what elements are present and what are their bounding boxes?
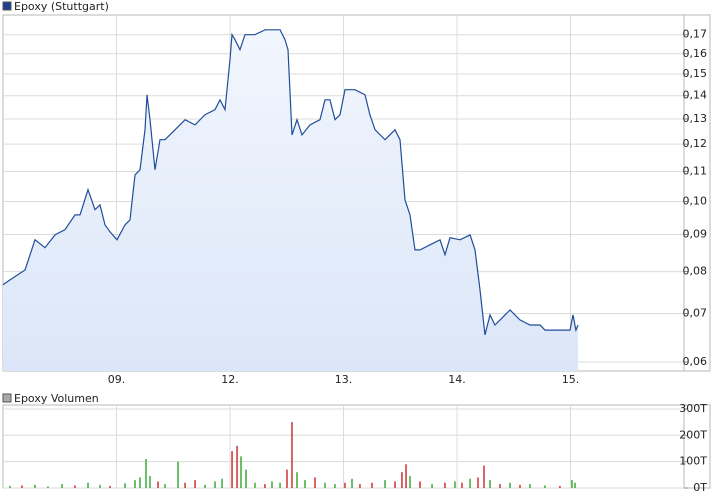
x-tick-label: 09.	[108, 373, 126, 386]
y-tick-label: 300T	[679, 402, 707, 415]
volume-bar	[509, 482, 511, 488]
volume-bar	[344, 482, 346, 488]
y-tick-label: 0,12	[683, 137, 708, 150]
volume-bar	[431, 484, 433, 488]
volume-bar	[571, 480, 573, 488]
volume-bar	[401, 472, 403, 488]
legend-swatch	[2, 393, 12, 403]
volume-bar	[574, 482, 576, 488]
volume-bar	[109, 485, 111, 488]
volume-bar	[245, 469, 247, 488]
volume-bar	[419, 481, 421, 488]
y-tick-label: 0,10	[683, 194, 708, 207]
volume-bar	[559, 485, 561, 488]
volume-bar	[384, 480, 386, 488]
volume-bar	[359, 484, 361, 488]
y-tick-label: 0,07	[683, 307, 708, 320]
chart-title: Epoxy (Stuttgart)	[14, 0, 109, 13]
volume-bar	[61, 484, 63, 488]
volume-bar	[271, 481, 273, 488]
volume-bar	[231, 451, 233, 488]
volume-bar	[145, 459, 147, 488]
volume-bar	[483, 465, 485, 488]
volume-bar	[9, 485, 11, 488]
volume-bar	[184, 482, 186, 488]
price-line	[2, 29, 579, 336]
volume-bar	[139, 477, 141, 488]
volume-bar	[324, 482, 326, 488]
volume-bar	[134, 480, 136, 488]
volume-bar	[499, 484, 501, 488]
y-tick-label: 0,09	[683, 228, 708, 241]
x-tick-label: 12.	[221, 373, 239, 386]
volume-bar	[334, 484, 336, 488]
volume-bar	[454, 481, 456, 488]
volume-bar	[351, 478, 353, 488]
legend-swatch	[2, 1, 12, 11]
volume-bar	[469, 478, 471, 488]
volume-bar	[444, 482, 446, 488]
price-area	[3, 29, 578, 372]
volume-bar	[405, 464, 407, 488]
volume-bar	[34, 484, 36, 488]
y-tick-label: 0,16	[683, 47, 708, 60]
volume-bar	[371, 482, 373, 488]
volume-bar	[489, 480, 491, 488]
volume-bar	[99, 484, 101, 488]
volume-bar	[47, 486, 49, 488]
x-tick-label: 14.	[448, 373, 466, 386]
volume-bar	[74, 485, 76, 488]
volume-bar	[21, 485, 23, 488]
volume-bar	[214, 481, 216, 488]
volume-bar	[544, 485, 546, 488]
volume-bar	[164, 484, 166, 488]
volume-bar	[279, 482, 281, 488]
volume-bar	[264, 484, 266, 488]
y-tick-label: 100T	[679, 455, 707, 468]
volume-bar	[477, 477, 479, 488]
y-tick-label: 0,06	[683, 355, 708, 368]
volume-bar	[409, 476, 411, 488]
y-tick-label: 0,14	[683, 89, 708, 102]
y-tick-label: 200T	[679, 428, 707, 441]
volume-bar	[177, 461, 179, 488]
y-tick-label: 0,15	[683, 67, 708, 80]
volume-bar	[240, 456, 242, 488]
chart-title: Epoxy Volumen	[14, 392, 99, 405]
volume-bar	[529, 484, 531, 488]
volume-bar	[124, 483, 126, 488]
volume-bar	[149, 476, 151, 488]
plot-frame	[2, 404, 711, 489]
volume-bar	[519, 484, 521, 488]
y-tick-label: 0,13	[683, 112, 708, 125]
y-tick-label: 0,17	[683, 28, 708, 41]
x-tick-label: 15.	[562, 373, 580, 386]
volume-bar	[254, 482, 256, 488]
volume-bar	[291, 422, 293, 488]
volume-bar	[394, 481, 396, 488]
x-tick-label: 13.	[335, 373, 353, 386]
volume-bar	[204, 484, 206, 488]
volume-bar	[236, 445, 238, 488]
y-tick-label: 0T	[693, 481, 707, 494]
volume-bar	[461, 482, 463, 488]
volume-bar	[314, 477, 316, 488]
volume-bar	[286, 469, 288, 488]
plots: 0,06 0,07 0,08 0,09 0,10 0,11 0,12 0,13 0,14 0,15…	[2, 14, 711, 494]
volume-bar	[157, 481, 159, 488]
volume-bar	[87, 482, 89, 488]
volume-bar	[296, 472, 298, 488]
y-tick-label: 0,08	[683, 265, 708, 278]
volume-bar	[194, 480, 196, 488]
volume-bar	[221, 478, 223, 488]
volume-bar	[304, 480, 306, 488]
y-tick-label: 0,11	[683, 164, 708, 177]
